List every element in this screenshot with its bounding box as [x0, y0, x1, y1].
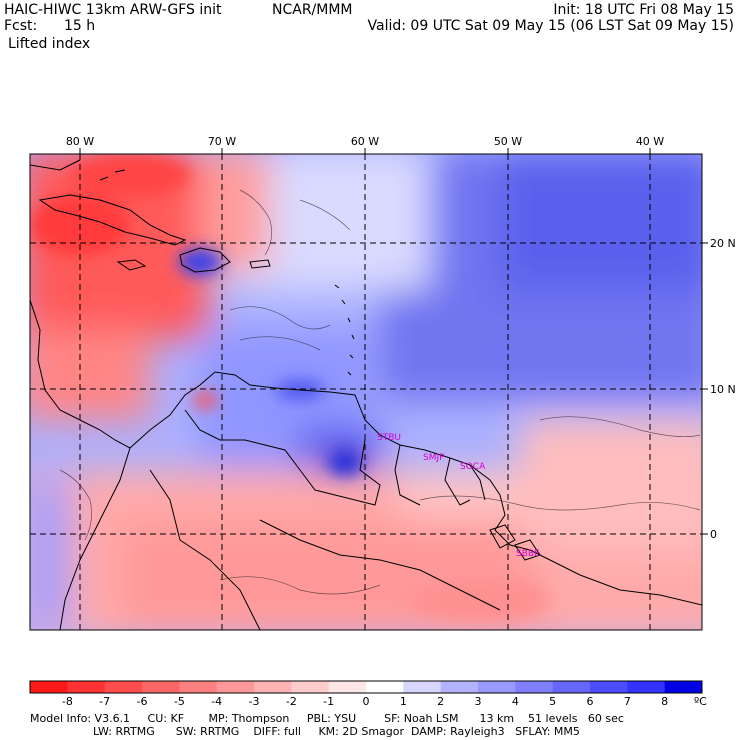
map-field — [30, 154, 702, 630]
legend-swatch — [30, 681, 68, 693]
legend-tick-label: -3 — [248, 695, 260, 708]
legend-tick-label: 1 — [399, 695, 407, 708]
legend-tick-label: -8 — [61, 695, 73, 708]
legend-tick-label: -7 — [99, 695, 111, 708]
station-soca: SOCA — [460, 462, 486, 472]
legend-swatch — [254, 681, 292, 693]
legend-tick-label: -5 — [173, 695, 185, 708]
legend-tick-label: 0 — [362, 695, 370, 708]
legend-swatch — [664, 681, 703, 693]
graticule — [30, 154, 702, 630]
legend-tick-label: 3 — [474, 695, 482, 708]
legend-tick-label: 6 — [586, 695, 594, 708]
lat-label-0: 0 — [710, 528, 717, 541]
legend-tick-label: -1 — [323, 695, 335, 708]
station-smjp: SMJP — [423, 453, 445, 463]
legend-swatch — [366, 681, 404, 693]
legend-swatch — [328, 681, 367, 693]
org-label: NCAR/MMM — [272, 2, 353, 18]
lon-label-80w: 80 W — [66, 135, 94, 148]
legend-swatch — [515, 681, 554, 693]
legend-tick-label: 2 — [437, 695, 445, 708]
legend-swatch — [291, 681, 330, 693]
legend-tick-label: 4 — [511, 695, 519, 708]
legend-swatch — [552, 681, 591, 693]
legend-unit: ºC — [694, 695, 707, 708]
legend-tick-label: -4 — [211, 695, 223, 708]
model-info-line2: LW: RRTMG SW: RRTMG DIFF: full KM: 2D Sm… — [30, 725, 580, 738]
legend-swatch — [590, 681, 628, 693]
station-stbu: STBU — [377, 433, 401, 443]
legend-swatch — [440, 681, 479, 693]
legend-tick-label: 7 — [623, 695, 631, 708]
model-info-line1: Model Info: V3.6.1 CU: KF MP: Thompson P… — [30, 712, 624, 725]
legend-frame — [29, 680, 703, 694]
lon-label-50w: 50 W — [494, 135, 522, 148]
model-title: HAIC-HIWC 13km ARW-GFS init — [4, 2, 222, 18]
legend-tick-label: 5 — [549, 695, 557, 708]
legend-swatch — [104, 681, 143, 693]
station-sbbe: SBBE — [516, 549, 540, 559]
legend-swatch — [478, 681, 516, 693]
lon-label-40w: 40 W — [636, 135, 664, 148]
legend-swatch — [67, 681, 106, 693]
forecast-hour: 15 h — [64, 18, 96, 34]
valid-time: Valid: 09 UTC Sat 09 May 15 (06 LST Sat … — [367, 18, 734, 34]
legend-swatch — [216, 681, 255, 693]
init-time: Init: 18 UTC Fri 08 May 15 — [553, 2, 734, 18]
field-name: Lifted index — [8, 36, 91, 52]
lon-label-60w: 60 W — [351, 135, 379, 148]
map-frame — [29, 153, 703, 631]
forecast-label: Fcst: — [4, 18, 38, 34]
legend-swatch — [627, 681, 666, 693]
legend-tick-label: 8 — [661, 695, 669, 708]
lat-label-10n: 10 N — [710, 383, 736, 396]
legend-colorbar — [29, 680, 703, 694]
lat-label-20n: 20 N — [710, 237, 736, 250]
legend-swatch — [142, 681, 180, 693]
legend-tick-label: -6 — [136, 695, 148, 708]
legend-tick-label: -2 — [285, 695, 297, 708]
legend-swatch — [403, 681, 442, 693]
legend-swatch — [179, 681, 218, 693]
lon-label-70w: 70 W — [208, 135, 236, 148]
